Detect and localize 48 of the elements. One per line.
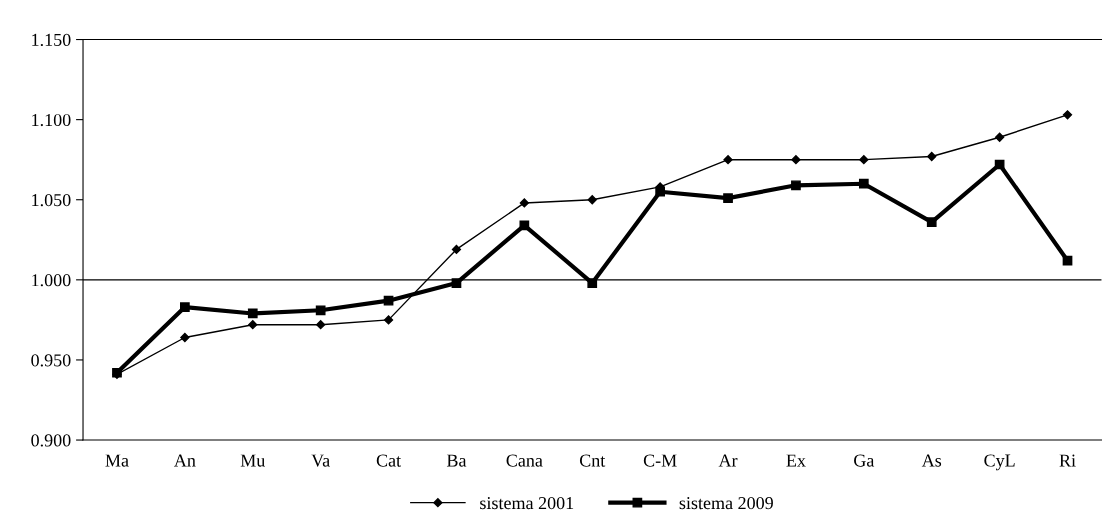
point	[723, 193, 733, 203]
point	[519, 198, 529, 208]
x-tick-label: Ex	[786, 454, 806, 467]
point	[180, 302, 190, 312]
point	[791, 155, 801, 165]
point	[383, 295, 394, 306]
point	[451, 278, 462, 288]
point	[315, 305, 326, 316]
point	[587, 278, 598, 288]
x-tick-label: Ar	[718, 454, 738, 467]
point	[655, 186, 666, 197]
x-tick-label: An	[174, 454, 196, 467]
x-tick-label: Va	[311, 454, 330, 467]
legend-label: sistema 2009	[679, 496, 773, 510]
point	[994, 132, 1005, 142]
x-tick-label: CyL	[984, 454, 1015, 471]
point	[791, 180, 801, 191]
point	[316, 320, 326, 330]
x-tick-label: Ma	[105, 454, 129, 467]
point	[451, 244, 462, 255]
x-tick-label: Ri	[1059, 454, 1076, 467]
y-tick-label: 0.950	[31, 354, 71, 367]
point	[587, 195, 597, 205]
x-tick-label: Cat	[376, 454, 401, 467]
y-tick-label: 0.900	[31, 434, 71, 447]
x-tick-label: Mu	[240, 454, 265, 467]
point	[1062, 110, 1073, 120]
point	[383, 315, 394, 325]
point	[248, 320, 258, 330]
point	[247, 308, 258, 319]
x-tick-label: Cnt	[579, 454, 606, 467]
y-tick-label: 1.100	[32, 113, 71, 127]
x-tick-label: Ba	[446, 454, 467, 467]
x-tick-label: C-M	[643, 454, 677, 467]
point	[723, 155, 733, 165]
y-tick-label: 1.050	[32, 193, 71, 207]
point	[858, 178, 869, 189]
y-tick-label: 1.150	[32, 33, 71, 47]
point	[180, 332, 190, 343]
y-tick-label: 1.000	[32, 274, 71, 287]
x-tick-label: As	[921, 454, 942, 467]
x-tick-label: Cana	[506, 454, 543, 467]
point	[519, 220, 530, 231]
point	[927, 151, 937, 162]
legend-label: sistema 2001	[480, 496, 574, 510]
point	[926, 217, 937, 228]
point	[859, 155, 869, 165]
x-tick-label: Ga	[854, 454, 875, 467]
